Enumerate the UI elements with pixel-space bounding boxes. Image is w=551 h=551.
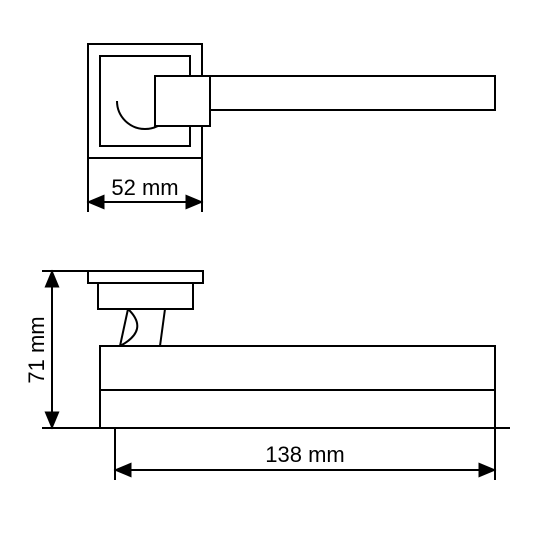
dim-138mm: 138 mm bbox=[115, 390, 495, 480]
lever-top bbox=[210, 76, 495, 110]
dim-138mm-label: 138 mm bbox=[265, 442, 344, 467]
neck-side bbox=[120, 309, 165, 346]
side-view: 71 mm 138 mm bbox=[24, 271, 510, 480]
lever-side bbox=[100, 346, 495, 390]
cap-top bbox=[88, 271, 203, 283]
dim-71mm-label: 71 mm bbox=[24, 316, 49, 383]
dim-52mm: 52 mm bbox=[88, 158, 202, 212]
top-view: 52 mm bbox=[88, 44, 495, 212]
dim-52mm-label: 52 mm bbox=[111, 175, 178, 200]
technical-drawing: 52 mm 71 mm 138 mm bbox=[0, 0, 551, 551]
neck-box bbox=[155, 76, 210, 126]
dim-71mm: 71 mm bbox=[24, 271, 100, 428]
rose-plate bbox=[98, 283, 193, 309]
